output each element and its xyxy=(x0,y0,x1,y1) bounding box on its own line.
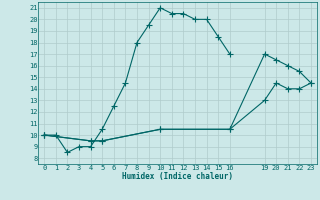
X-axis label: Humidex (Indice chaleur): Humidex (Indice chaleur) xyxy=(122,172,233,181)
